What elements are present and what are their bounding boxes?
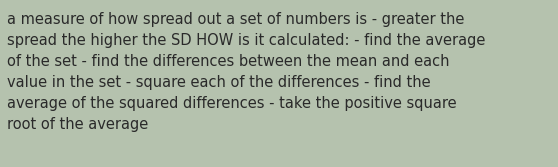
Text: a measure of how spread out a set of numbers is - greater the
spread the higher : a measure of how spread out a set of num… (7, 12, 485, 132)
